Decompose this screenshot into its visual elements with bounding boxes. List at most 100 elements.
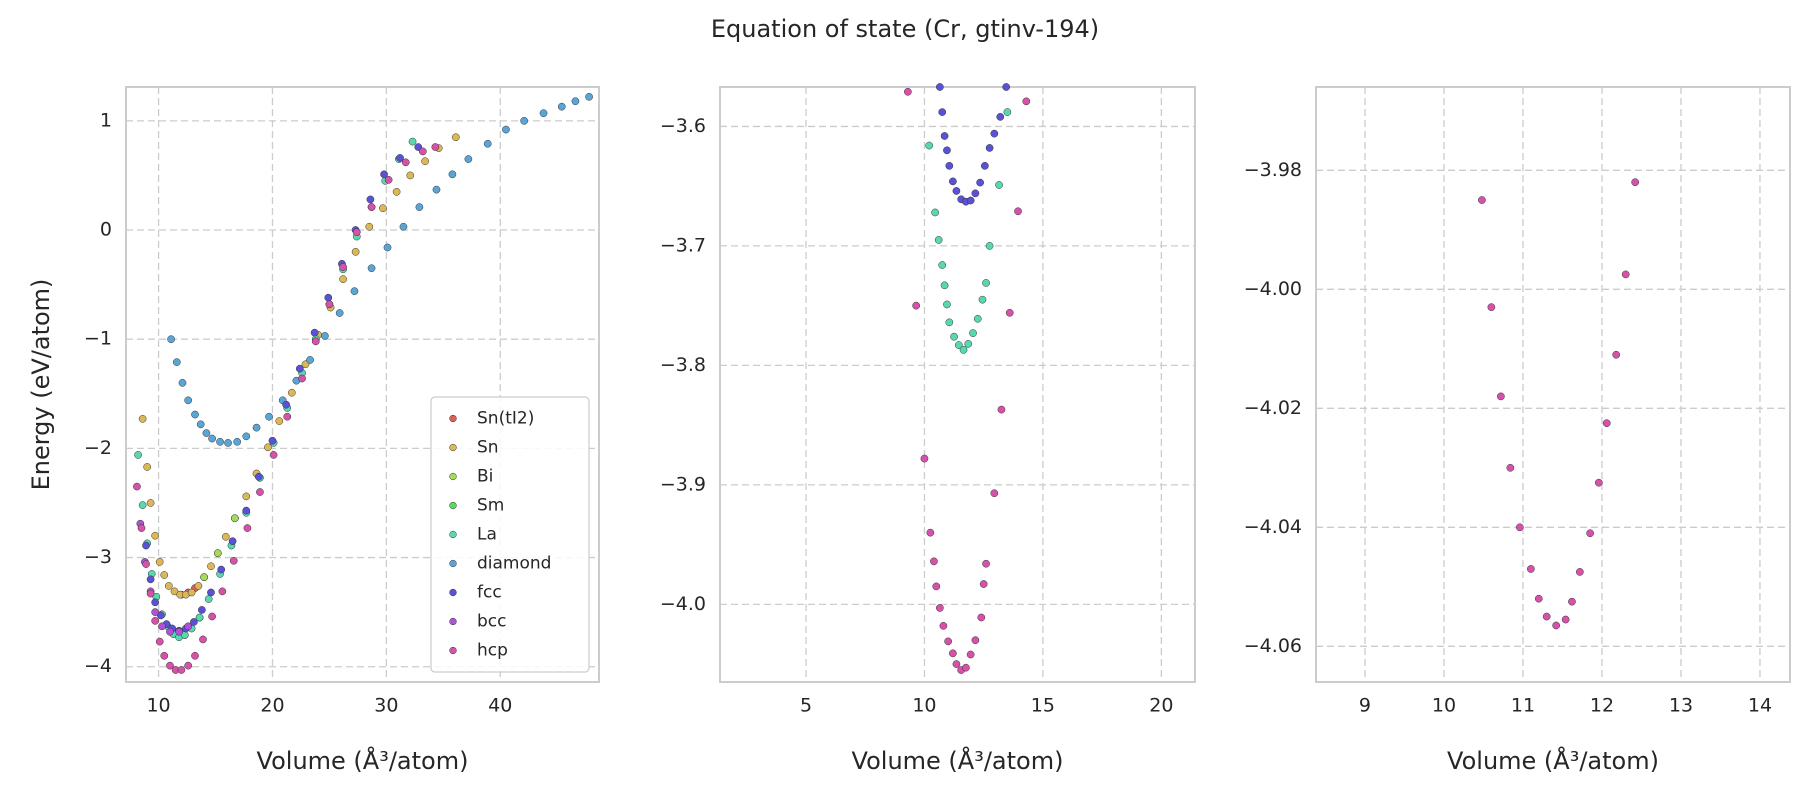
x-tick-label: 20 <box>260 695 284 717</box>
data-point <box>421 157 429 166</box>
y-tick-label: −4.00 <box>1244 278 1302 300</box>
data-point <box>366 195 375 204</box>
data-point <box>231 514 239 523</box>
data-point <box>1534 594 1543 603</box>
data-point <box>1506 463 1515 472</box>
data-point <box>384 175 393 184</box>
data-point <box>195 613 204 622</box>
data-point <box>990 129 999 138</box>
data-point <box>925 141 934 150</box>
axes-frame <box>125 86 600 683</box>
data-point <box>1022 97 1031 106</box>
data-point <box>146 575 155 584</box>
legend-marker <box>449 443 457 452</box>
data-point <box>208 612 216 621</box>
data-point <box>936 604 944 612</box>
y-tick-label: −3.8 <box>660 354 706 376</box>
data-point <box>978 295 987 304</box>
data-point <box>217 565 226 574</box>
x-tick-label: 13 <box>1669 695 1693 717</box>
y-axis-label: Energy (eV/atom) <box>27 279 55 491</box>
data-point <box>380 170 388 179</box>
data-point <box>216 437 224 446</box>
legend-marker <box>449 617 457 626</box>
data-point <box>306 356 314 364</box>
axes-frame <box>719 86 1196 683</box>
data-point <box>137 524 146 532</box>
data-point <box>164 582 173 590</box>
data-point <box>199 635 207 644</box>
y-tick-label: −3 <box>84 546 112 568</box>
data-point <box>949 649 957 658</box>
x-tick-label: 11 <box>1511 695 1535 717</box>
data-point <box>981 162 989 170</box>
data-point <box>311 337 320 346</box>
data-point <box>229 556 238 565</box>
data-point <box>365 222 374 231</box>
data-point <box>401 158 410 167</box>
data-point <box>959 346 968 354</box>
data-point <box>920 454 929 463</box>
data-point <box>158 622 166 631</box>
data-point <box>146 589 155 598</box>
data-point <box>339 275 347 283</box>
legend-marker <box>449 646 457 655</box>
data-point <box>520 116 529 125</box>
data-point <box>256 488 264 496</box>
legend-label: fcc <box>477 583 502 603</box>
data-point <box>1612 350 1621 359</box>
data-point <box>502 125 510 134</box>
data-point <box>966 650 975 659</box>
data-point <box>1478 196 1486 204</box>
legend-label: diamond <box>477 554 551 574</box>
data-point <box>996 113 1005 121</box>
data-point <box>1576 568 1584 576</box>
data-point <box>191 651 199 660</box>
x-axis-label: Volume (Å³/atom) <box>852 746 1064 775</box>
data-point <box>339 263 347 271</box>
x-tick-label: 5 <box>800 695 812 717</box>
data-point <box>949 177 957 186</box>
data-point <box>1487 303 1496 311</box>
data-point <box>571 97 580 106</box>
y-tick-label: −3.9 <box>660 473 706 495</box>
y-tick-label: −3.7 <box>660 234 706 256</box>
data-point <box>418 147 427 156</box>
data-point <box>406 171 415 180</box>
data-point <box>973 314 982 323</box>
data-point <box>962 663 970 672</box>
y-tick-label: −4.02 <box>1244 397 1302 419</box>
data-point <box>287 388 296 397</box>
data-point <box>1561 615 1570 624</box>
x-tick-label: 9 <box>1359 695 1371 717</box>
data-point <box>939 621 948 630</box>
data-point <box>242 492 251 501</box>
data-point <box>207 588 215 597</box>
y-tick-label: −4.04 <box>1244 516 1302 538</box>
data-point <box>207 562 215 571</box>
data-point <box>283 412 292 421</box>
x-tick-label: 30 <box>374 695 398 717</box>
x-tick-label: 14 <box>1748 695 1772 717</box>
data-point <box>969 329 977 337</box>
data-point <box>431 143 440 151</box>
data-point <box>184 661 193 670</box>
y-tick-label: −4 <box>84 655 112 677</box>
legend-label: bcc <box>477 612 506 632</box>
data-point <box>932 582 941 591</box>
data-point <box>178 379 187 387</box>
data-point <box>335 309 344 317</box>
data-point <box>1602 419 1611 428</box>
data-point <box>982 279 990 287</box>
legend: Sn(tI2) Sn Bi Sm La diamond fcc bcc hcp <box>430 396 590 673</box>
data-point <box>295 364 304 373</box>
data-point <box>985 242 994 250</box>
data-point <box>243 524 252 532</box>
data-point <box>160 651 169 660</box>
data-point <box>1527 565 1535 573</box>
data-point <box>934 236 943 244</box>
data-point <box>943 300 951 309</box>
data-point <box>383 243 392 252</box>
data-point <box>451 133 460 142</box>
data-point <box>936 83 944 91</box>
